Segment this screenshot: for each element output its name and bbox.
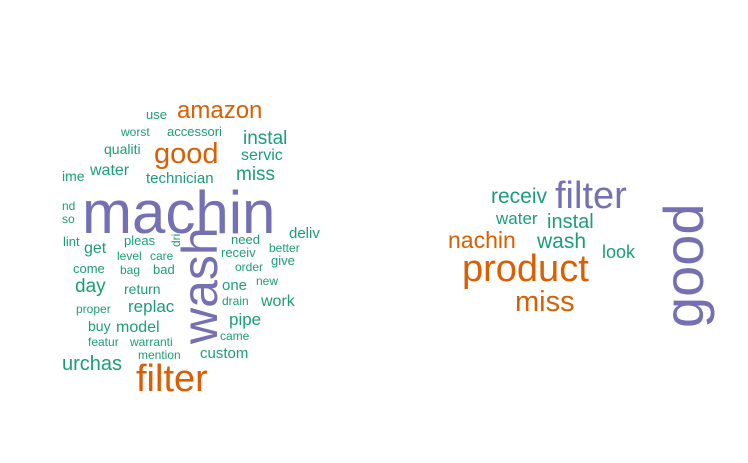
word-day: day bbox=[75, 276, 106, 297]
word-accessori: accessori bbox=[167, 124, 222, 139]
word-water: water bbox=[495, 209, 538, 228]
word-featur: featur bbox=[88, 335, 119, 349]
word-ime: ime bbox=[62, 168, 85, 184]
word-model: model bbox=[116, 319, 160, 336]
word-buy: buy bbox=[88, 318, 111, 334]
word-technician: technician bbox=[146, 170, 214, 187]
word-miss: miss bbox=[236, 164, 275, 185]
word-look: look bbox=[602, 242, 636, 262]
word-instal: instal bbox=[547, 211, 594, 233]
word-good: good bbox=[652, 203, 715, 328]
word-deliv: deliv bbox=[289, 225, 320, 242]
word-receiv: receiv bbox=[491, 185, 548, 208]
word-use: use bbox=[146, 107, 167, 122]
word-dri: dri bbox=[169, 234, 183, 247]
word-bag: bag bbox=[120, 263, 140, 277]
word-care: care bbox=[150, 249, 174, 263]
word-mention: mention bbox=[138, 348, 181, 362]
word-give: give bbox=[271, 253, 295, 268]
word-come: come bbox=[73, 261, 105, 276]
word-came: came bbox=[220, 329, 250, 343]
word-new: new bbox=[256, 274, 278, 288]
word-instal: instal bbox=[243, 128, 287, 149]
word-one: one bbox=[222, 277, 247, 294]
word-urchas: urchas bbox=[62, 353, 122, 375]
word-amazon: amazon bbox=[177, 97, 262, 124]
word-order: order bbox=[235, 260, 263, 274]
word-receiv: receiv bbox=[221, 245, 256, 260]
word-drain: drain bbox=[222, 294, 249, 308]
word-return: return bbox=[124, 281, 161, 297]
word-servic: servic bbox=[241, 147, 283, 164]
word-lint: lint bbox=[63, 234, 80, 249]
word-worst: worst bbox=[120, 125, 150, 139]
word-miss: miss bbox=[515, 286, 575, 318]
word-nd: nd bbox=[62, 199, 75, 213]
word-custom: custom bbox=[200, 345, 248, 362]
word-pleas: pleas bbox=[124, 233, 156, 248]
word-replac: replac bbox=[128, 297, 175, 316]
word-proper: proper bbox=[76, 302, 111, 316]
word-better: better bbox=[269, 241, 300, 255]
word-filter: filter bbox=[136, 358, 208, 400]
word-level: level bbox=[117, 249, 142, 263]
word-machin: machin bbox=[82, 179, 275, 246]
word-product: product bbox=[462, 248, 589, 290]
word-work: work bbox=[260, 293, 296, 310]
word-qualiti: qualiti bbox=[104, 141, 141, 157]
word-so: so bbox=[62, 212, 75, 226]
word-bad: bad bbox=[153, 262, 175, 277]
word-warranti: warranti bbox=[129, 335, 173, 349]
word-water: water bbox=[89, 162, 130, 179]
word-wash: wash bbox=[172, 227, 228, 345]
word-pipe: pipe bbox=[229, 310, 261, 329]
word-filter: filter bbox=[555, 175, 627, 217]
word-get: get bbox=[84, 240, 107, 257]
word-good: good bbox=[154, 138, 219, 170]
word-nachin: nachin bbox=[448, 227, 516, 253]
word-need: need bbox=[231, 232, 260, 247]
word-wash: wash bbox=[536, 230, 586, 253]
